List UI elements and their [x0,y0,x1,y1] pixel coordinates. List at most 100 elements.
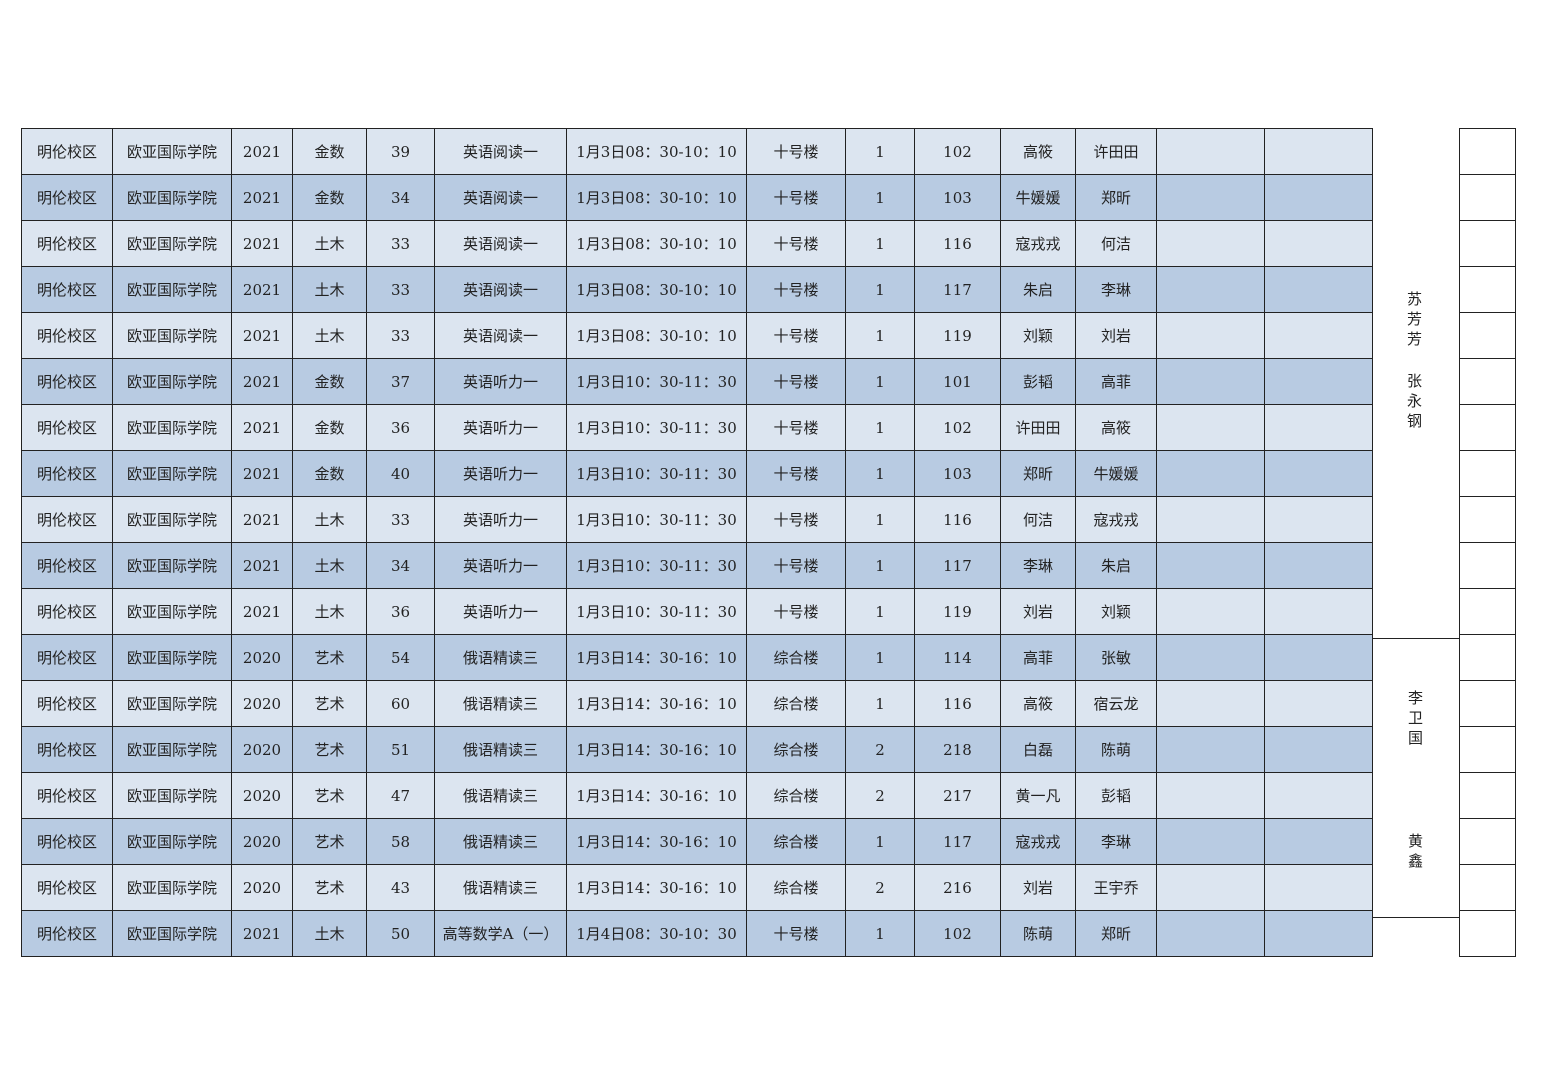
cell-time: 1月4日08：30-10：30 [566,910,747,957]
cell-floor: 2 [845,772,915,819]
cell-time: 1月3日08：30-10：10 [566,128,747,175]
cell-count: 33 [366,496,435,543]
table-row: 明伦校区 欧亚国际学院 2020 艺术 51 俄语精读三 1月3日14：30-16：10 综合… [21,726,1373,773]
cell-major: 土木 [292,910,367,957]
cell-count: 34 [366,542,435,589]
cell-floor: 2 [845,726,915,773]
cell-college: 欧亚国际学院 [112,174,232,221]
cell-time: 1月3日08：30-10：10 [566,312,747,359]
cell-room: 103 [914,174,1001,221]
cell-grade: 2021 [231,404,293,451]
cell-blank-2 [1264,496,1373,543]
cell-count: 39 [366,128,435,175]
cell-building: 综合楼 [746,772,846,819]
cell-floor: 1 [845,680,915,727]
cell-college: 欧亚国际学院 [112,220,232,267]
cell-building: 综合楼 [746,634,846,681]
cell-campus: 明伦校区 [21,772,113,819]
cell-invigilator-2: 宿云龙 [1075,680,1157,727]
cell-grade: 2021 [231,496,293,543]
cell-major: 土木 [292,542,367,589]
cell-campus: 明伦校区 [21,174,113,221]
cell-floor: 1 [845,174,915,221]
cell-building: 十号楼 [746,312,846,359]
cell-floor: 1 [845,818,915,865]
cell-room: 119 [914,588,1001,635]
cell-room: 117 [914,542,1001,589]
cell-college: 欧亚国际学院 [112,358,232,405]
cell-blank-2 [1264,910,1373,957]
signature-column [1459,128,1516,957]
cell-count: 34 [366,174,435,221]
cell-room: 116 [914,680,1001,727]
cell-building: 十号楼 [746,588,846,635]
exam-schedule-table: 明伦校区 欧亚国际学院 2021 金数 39 英语阅读一 1月3日08：30-10：10 十号… [21,128,1373,957]
cell-building: 十号楼 [746,910,846,957]
proctor-group-1: 苏芳芳 张永钢 [1372,128,1459,639]
cell-course: 俄语精读三 [434,864,567,911]
cell-invigilator-1: 朱启 [1000,266,1076,313]
cell-room: 102 [914,128,1001,175]
cell-invigilator-2: 郑昕 [1075,174,1157,221]
cell-course: 英语阅读一 [434,266,567,313]
signature-cell [1459,128,1516,175]
cell-campus: 明伦校区 [21,358,113,405]
cell-major: 艺术 [292,680,367,727]
cell-blank-1 [1156,174,1265,221]
cell-college: 欧亚国际学院 [112,634,232,681]
cell-blank-1 [1156,404,1265,451]
cell-count: 37 [366,358,435,405]
cell-course: 俄语精读三 [434,634,567,681]
cell-blank-2 [1264,128,1373,175]
cell-grade: 2021 [231,312,293,359]
cell-blank-1 [1156,910,1265,957]
table-row: 明伦校区 欧亚国际学院 2021 金数 39 英语阅读一 1月3日08：30-10：10 十号… [21,128,1373,175]
cell-invigilator-1: 李琳 [1000,542,1076,589]
table-row: 明伦校区 欧亚国际学院 2021 土木 36 英语听力一 1月3日10：30-11：30 十号… [21,588,1373,635]
cell-campus: 明伦校区 [21,496,113,543]
cell-blank-2 [1264,220,1373,267]
cell-floor: 1 [845,128,915,175]
cell-time: 1月3日10：30-11：30 [566,358,747,405]
cell-count: 33 [366,312,435,359]
cell-invigilator-1: 刘岩 [1000,588,1076,635]
cell-blank-1 [1156,496,1265,543]
cell-invigilator-2: 许田田 [1075,128,1157,175]
signature-cell [1459,542,1516,589]
signature-cell [1459,772,1516,819]
proctor-group-2: 李卫国 黄鑫 [1372,639,1459,918]
cell-major: 金数 [292,128,367,175]
cell-grade: 2021 [231,266,293,313]
cell-blank-1 [1156,772,1265,819]
cell-building: 十号楼 [746,404,846,451]
cell-floor: 1 [845,266,915,313]
cell-time: 1月3日10：30-11：30 [566,404,747,451]
table-row: 明伦校区 欧亚国际学院 2021 金数 37 英语听力一 1月3日10：30-11：30 十号… [21,358,1373,405]
proctor-name: 苏芳芳 [1406,290,1422,348]
signature-cell [1459,358,1516,405]
table-row: 明伦校区 欧亚国际学院 2021 金数 36 英语听力一 1月3日10：30-11：30 十号… [21,404,1373,451]
cell-blank-2 [1264,772,1373,819]
cell-blank-2 [1264,542,1373,589]
cell-count: 50 [366,910,435,957]
cell-invigilator-2: 刘岩 [1075,312,1157,359]
cell-college: 欧亚国际学院 [112,128,232,175]
cell-time: 1月3日14：30-16：10 [566,818,747,865]
cell-course: 英语听力一 [434,450,567,497]
cell-invigilator-2: 寇戎戎 [1075,496,1157,543]
cell-room: 103 [914,450,1001,497]
signature-cell [1459,588,1516,635]
signature-cell [1459,404,1516,451]
cell-blank-2 [1264,634,1373,681]
proctor-name: 黄鑫 [1407,832,1423,870]
cell-blank-2 [1264,726,1373,773]
cell-college: 欧亚国际学院 [112,588,232,635]
cell-major: 金数 [292,174,367,221]
proctor-column: 苏芳芳 张永钢 李卫国 黄鑫 [1372,128,1459,965]
signature-cell [1459,266,1516,313]
cell-invigilator-2: 刘颖 [1075,588,1157,635]
cell-count: 36 [366,588,435,635]
cell-college: 欧亚国际学院 [112,496,232,543]
cell-course: 英语听力一 [434,358,567,405]
cell-major: 艺术 [292,634,367,681]
